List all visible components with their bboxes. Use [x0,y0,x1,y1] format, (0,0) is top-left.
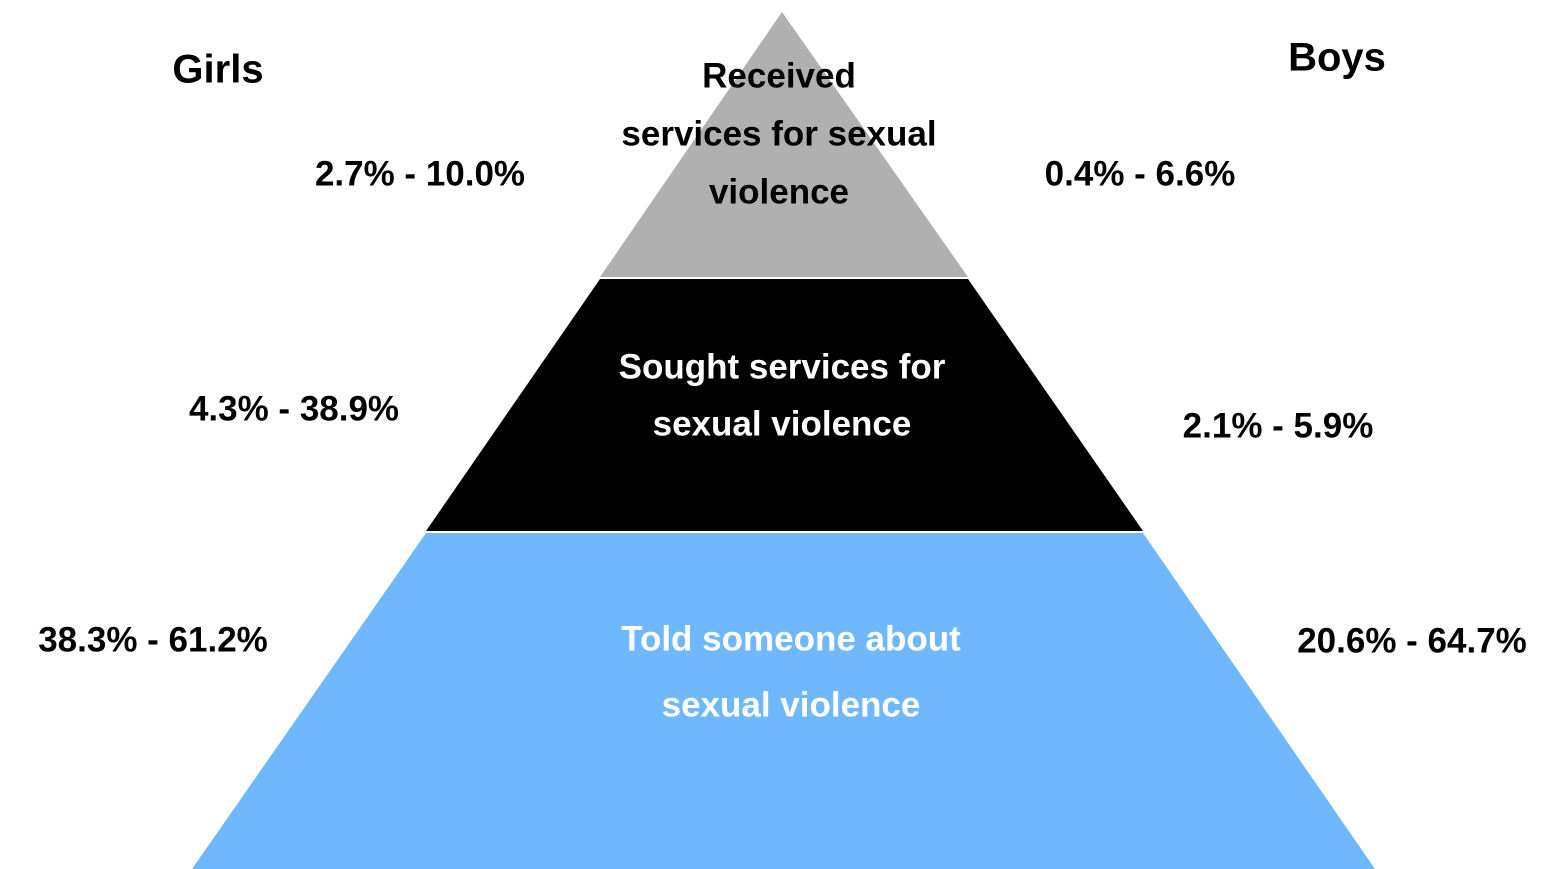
boys-range: 20.6% - 64.7% [1297,621,1527,660]
tier-label: Received [702,56,856,95]
tier-top [600,12,968,277]
tier-label: services for sexual [621,114,936,153]
header-girls: Girls [172,48,263,92]
boys-range: 0.4% - 6.6% [1045,154,1236,193]
girls-range: 38.3% - 61.2% [38,620,268,659]
tier-label: sexual violence [662,685,921,724]
tier-label: violence [709,172,849,211]
header-boys: Boys [1288,36,1386,80]
boys-range: 2.1% - 5.9% [1183,406,1374,445]
tier-label: Sought services for [619,347,946,386]
tier-bottom [192,533,1375,869]
tier-label: sexual violence [653,404,912,443]
tier-middle [426,279,1143,531]
girls-range: 2.7% - 10.0% [315,154,525,193]
girls-range: 4.3% - 38.9% [189,389,399,428]
tier-label: Told someone about [621,619,961,658]
